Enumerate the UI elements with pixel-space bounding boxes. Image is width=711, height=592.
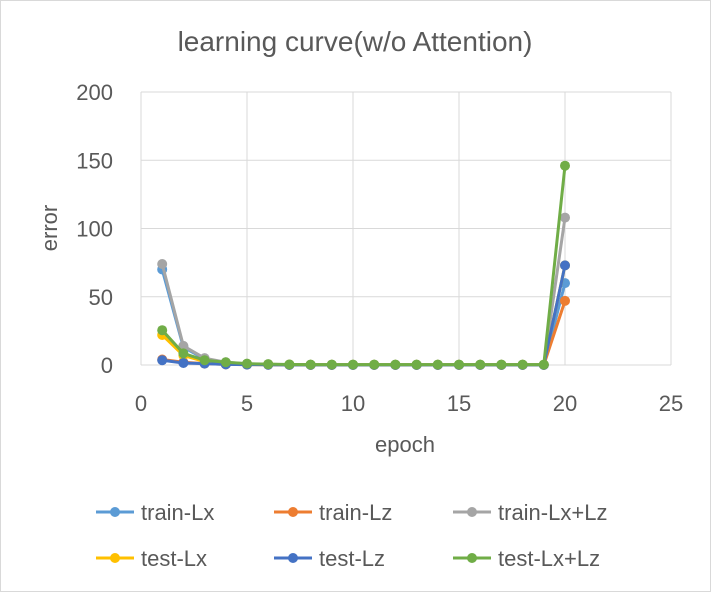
data-point-test-Lx+Lz-20 (560, 160, 570, 171)
legend-item-train-Lx: train-Lx (96, 500, 214, 525)
data-point-test-Lx+Lz-18 (517, 359, 528, 370)
x-tick-label-0: 0 (135, 391, 147, 416)
series-line-train-Lz (162, 300, 567, 367)
data-point-test-Lx+Lz-5 (242, 358, 252, 369)
y-tick-label-2: 100 (76, 217, 113, 242)
series-line-train-Lx+Lz (160, 217, 567, 367)
legend-label-test-Lx+Lz: test-Lx+Lz (498, 546, 600, 571)
y-tick-label-3: 150 (76, 148, 113, 173)
x-tick-label-5: 25 (659, 391, 683, 416)
data-point-test-Lx+Lz-11 (369, 359, 380, 370)
y-tick-label-1: 50 (89, 285, 113, 310)
legend-item-test-Lx: test-Lx (96, 546, 207, 571)
series-train-Lx (157, 264, 570, 370)
data-point-test-Lx+Lz-16 (475, 359, 486, 370)
data-point-train-Lx+Lz-1 (157, 258, 168, 269)
legend-marker-train-Lx (110, 507, 120, 517)
series-layer (157, 160, 570, 370)
series-train-Lz (157, 295, 570, 370)
legend-item-train-Lz: train-Lz (274, 500, 392, 525)
chart-title: learning curve(w/o Attention) (178, 26, 533, 57)
legend-label-train-Lz: train-Lz (319, 500, 392, 525)
series-test-Lz (157, 260, 570, 370)
legend-label-train-Lx+Lz: train-Lx+Lz (498, 500, 607, 525)
legend-item-test-Lx+Lz: test-Lx+Lz (453, 546, 600, 571)
x-tick-label-1: 5 (241, 391, 253, 416)
legend-marker-train-Lz (288, 507, 298, 517)
legend-label-test-Lz: test-Lz (319, 546, 385, 571)
data-point-test-Lx+Lz-2 (178, 348, 189, 359)
data-point-test-Lx+Lz-1 (157, 325, 168, 336)
data-point-train-Lx+Lz-20 (560, 212, 570, 223)
x-tick-label-2: 10 (341, 391, 365, 416)
series-test-Lx (157, 260, 570, 370)
data-point-test-Lx+Lz-14 (432, 359, 443, 370)
data-point-test-Lz-1 (157, 355, 168, 366)
data-point-train-Lx+Lz-2 (178, 340, 189, 351)
y-tick-label-0: 0 (101, 353, 113, 378)
series-test-Lx+Lz (157, 160, 570, 370)
data-point-test-Lx+Lz-6 (263, 359, 274, 370)
data-point-test-Lz-20 (560, 260, 570, 271)
legend-label-test-Lx: test-Lx (141, 546, 207, 571)
legend-marker-test-Lx (110, 553, 120, 563)
data-point-test-Lx+Lz-15 (454, 359, 464, 370)
data-point-test-Lx+Lz-9 (326, 359, 337, 370)
legend-marker-train-Lx+Lz (467, 507, 477, 517)
data-point-train-Lz-20 (560, 295, 570, 306)
legend-label-train-Lx: train-Lx (141, 500, 214, 525)
data-point-test-Lx+Lz-8 (305, 359, 316, 370)
series-line-test-Lx (161, 265, 567, 367)
legend-marker-test-Lx+Lz (467, 553, 477, 563)
x-tick-label-3: 15 (447, 391, 471, 416)
data-point-test-Lz-2 (178, 357, 189, 368)
data-point-test-Lx+Lz-12 (390, 359, 401, 370)
series-line-test-Lz (162, 265, 567, 367)
legend-item-train-Lx+Lz: train-Lx+Lz (453, 500, 607, 525)
data-point-test-Lx+Lz-4 (220, 357, 231, 368)
data-point-test-Lx+Lz-13 (411, 359, 422, 370)
data-point-test-Lx+Lz-17 (496, 359, 507, 370)
x-axis-label: epoch (375, 432, 435, 457)
data-point-test-Lx+Lz-7 (284, 359, 295, 370)
data-point-test-Lx+Lz-3 (199, 355, 210, 366)
y-axis-label: error (37, 205, 62, 251)
legend-item-test-Lz: test-Lz (274, 546, 385, 571)
series-line-test-Lx+Lz (161, 165, 567, 367)
data-point-test-Lx+Lz-10 (348, 359, 358, 370)
data-point-test-Lx+Lz-19 (538, 359, 549, 370)
y-tick-labels: 0 50 100 150 200 (76, 80, 113, 378)
gridlines (140, 91, 672, 366)
legend-marker-test-Lz (288, 553, 298, 563)
x-tick-label-4: 20 (553, 391, 577, 416)
series-train-Lx+Lz (157, 212, 570, 370)
x-tick-labels: 0 5 10 15 20 25 (135, 391, 683, 416)
legend: train-Lx train-Lz train-Lx+Lz test-Lx test-L… (96, 500, 607, 571)
y-tick-label-4: 200 (76, 80, 113, 105)
series-line-train-Lx (160, 269, 567, 367)
